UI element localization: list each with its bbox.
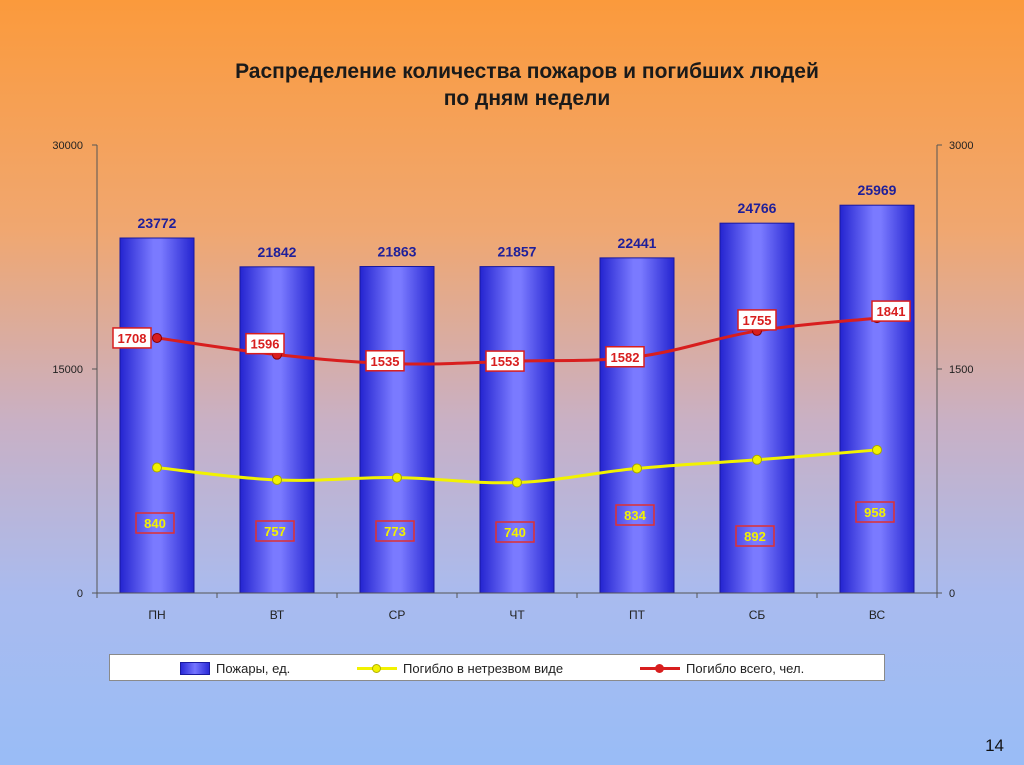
drunk-value-label-text: 834 bbox=[624, 508, 646, 523]
bar-value-label: 22441 bbox=[618, 235, 657, 251]
drunk-value-label-text: 840 bbox=[144, 516, 166, 531]
drunk-value-label-text: 740 bbox=[504, 525, 526, 540]
x-tick-label: ПН bbox=[148, 608, 165, 622]
drunk-point bbox=[632, 463, 642, 474]
drunk-value-label-box bbox=[135, 512, 175, 534]
legend-label-total: Погибло всего, чел. bbox=[686, 661, 805, 676]
drunk-value-label: 892 bbox=[735, 525, 775, 547]
drunk-point bbox=[272, 474, 282, 485]
legend-item-drunk: Погибло в нетрезвом виде bbox=[357, 655, 563, 682]
drunk-point bbox=[152, 462, 162, 473]
legend-swatch-fires bbox=[180, 662, 210, 675]
bar bbox=[479, 266, 555, 594]
drunk-value-label-box bbox=[375, 520, 415, 542]
total-value-label-box bbox=[605, 346, 645, 368]
total-value-label-text: 1708 bbox=[118, 331, 147, 346]
y-left-tick-label: 0 bbox=[77, 588, 83, 600]
total-value-label: 1708 bbox=[112, 327, 152, 349]
legend-swatch-drunk bbox=[357, 663, 397, 674]
drunk-value-label: 834 bbox=[615, 504, 655, 526]
chart-title: Распределение количества пожаров и погиб… bbox=[0, 58, 1024, 112]
total-value-label-text: 1535 bbox=[371, 354, 400, 369]
bar bbox=[599, 257, 675, 594]
bar bbox=[119, 237, 195, 594]
total-value-label-box bbox=[245, 332, 285, 355]
drunk-value-label-text: 892 bbox=[744, 529, 766, 544]
chart-title-line-1: Распределение количества пожаров и погиб… bbox=[235, 60, 819, 83]
total-value-label-text: 1582 bbox=[611, 350, 640, 365]
x-tick-label: ЧТ bbox=[509, 608, 525, 622]
y-left-tick-label: 30000 bbox=[52, 140, 83, 152]
total-value-label-text: 1553 bbox=[491, 354, 520, 369]
y-left-tick-label: 15000 bbox=[52, 364, 83, 376]
bar bbox=[719, 222, 795, 594]
drunk-value-label: 740 bbox=[495, 521, 535, 543]
total-value-label-box bbox=[737, 309, 777, 331]
chart-title-line-2: по дням недели bbox=[443, 87, 611, 110]
drunk-value-label-text: 757 bbox=[264, 524, 286, 539]
bar-value-label: 24766 bbox=[738, 200, 777, 216]
chart-legend: Пожары, ед. Погибло в нетрезвом виде Пог… bbox=[109, 654, 885, 681]
bar-value-label: 21863 bbox=[378, 244, 417, 260]
drunk-value-label: 840 bbox=[135, 512, 175, 534]
drunk-point bbox=[392, 472, 402, 483]
legend-item-fires: Пожары, ед. bbox=[180, 655, 290, 682]
drunk-value-label-box bbox=[735, 525, 775, 547]
total-point bbox=[152, 332, 162, 343]
legend-label-drunk: Погибло в нетрезвом виде bbox=[403, 661, 564, 676]
drunk-value-label-box bbox=[495, 521, 535, 543]
legend-swatch-total bbox=[640, 663, 680, 674]
bar-value-label: 21857 bbox=[498, 244, 537, 260]
drunk-value-label: 757 bbox=[255, 520, 295, 542]
total-value-label-box bbox=[485, 350, 525, 372]
total-value-label-text: 1755 bbox=[743, 313, 772, 328]
chart-plot: 0 15000 30000 0 1500 3000 ПН ВТ СР ЧТ ПТ СБ ВС 23772… bbox=[52, 140, 973, 622]
total-value-label-box bbox=[112, 327, 152, 349]
drunk-value-label-box bbox=[855, 501, 895, 523]
drunk-value-label: 958 bbox=[855, 501, 895, 523]
total-value-label: 1755 bbox=[737, 309, 777, 331]
drunk-value-label: 773 bbox=[375, 520, 415, 542]
bar-value-label: 21842 bbox=[258, 244, 297, 260]
total-value-label: 1553 bbox=[485, 350, 525, 372]
y-right-tick-label: 3000 bbox=[949, 140, 973, 152]
legend-item-total: Погибло всего, чел. bbox=[640, 655, 804, 682]
x-tick-label: ПТ bbox=[629, 608, 646, 622]
total-value-label: 1841 bbox=[871, 300, 911, 322]
total-value-label: 1596 bbox=[245, 332, 285, 355]
bar bbox=[239, 266, 315, 594]
total-value-label: 1582 bbox=[605, 346, 645, 368]
total-value-label: 1535 bbox=[365, 350, 405, 372]
x-tick-label: СР bbox=[389, 608, 406, 622]
bar-value-label: 25969 bbox=[858, 182, 897, 198]
bar-value-label: 23772 bbox=[138, 215, 177, 231]
drunk-point bbox=[752, 454, 762, 465]
drunk-value-label-box bbox=[255, 520, 295, 542]
total-value-label-text: 1841 bbox=[877, 304, 906, 319]
x-tick-label: ВС bbox=[869, 608, 886, 622]
drunk-value-label-box bbox=[615, 504, 655, 526]
drunk-point bbox=[512, 477, 522, 488]
legend-label-fires: Пожары, ед. bbox=[216, 661, 291, 676]
page-number: 14 bbox=[985, 736, 1004, 755]
drunk-point bbox=[872, 444, 882, 455]
total-value-label-box bbox=[871, 300, 911, 322]
drunk-value-label-text: 773 bbox=[384, 524, 406, 539]
x-tick-label: ВТ bbox=[270, 608, 285, 622]
bar bbox=[359, 266, 435, 594]
y-right-tick-label: 1500 bbox=[949, 364, 973, 376]
y-right-tick-label: 0 bbox=[949, 588, 955, 600]
drunk-value-label-text: 958 bbox=[864, 505, 886, 520]
x-tick-label: СБ bbox=[749, 608, 766, 622]
total-value-label-text: 1596 bbox=[251, 337, 280, 352]
bar bbox=[839, 204, 915, 594]
total-value-label-box bbox=[365, 350, 405, 372]
